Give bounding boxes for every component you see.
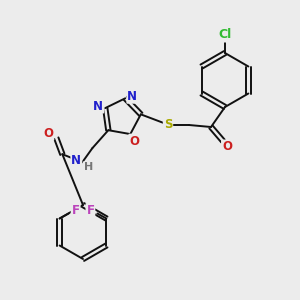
- Text: N: N: [71, 154, 81, 167]
- Text: H: H: [84, 162, 93, 172]
- Text: F: F: [86, 204, 94, 217]
- Text: Cl: Cl: [218, 28, 232, 41]
- Text: O: O: [129, 135, 139, 148]
- Text: S: S: [164, 118, 172, 130]
- Text: O: O: [43, 127, 53, 140]
- Text: O: O: [222, 140, 232, 154]
- Text: F: F: [72, 204, 80, 217]
- Text: N: N: [127, 90, 137, 103]
- Text: N: N: [93, 100, 103, 112]
